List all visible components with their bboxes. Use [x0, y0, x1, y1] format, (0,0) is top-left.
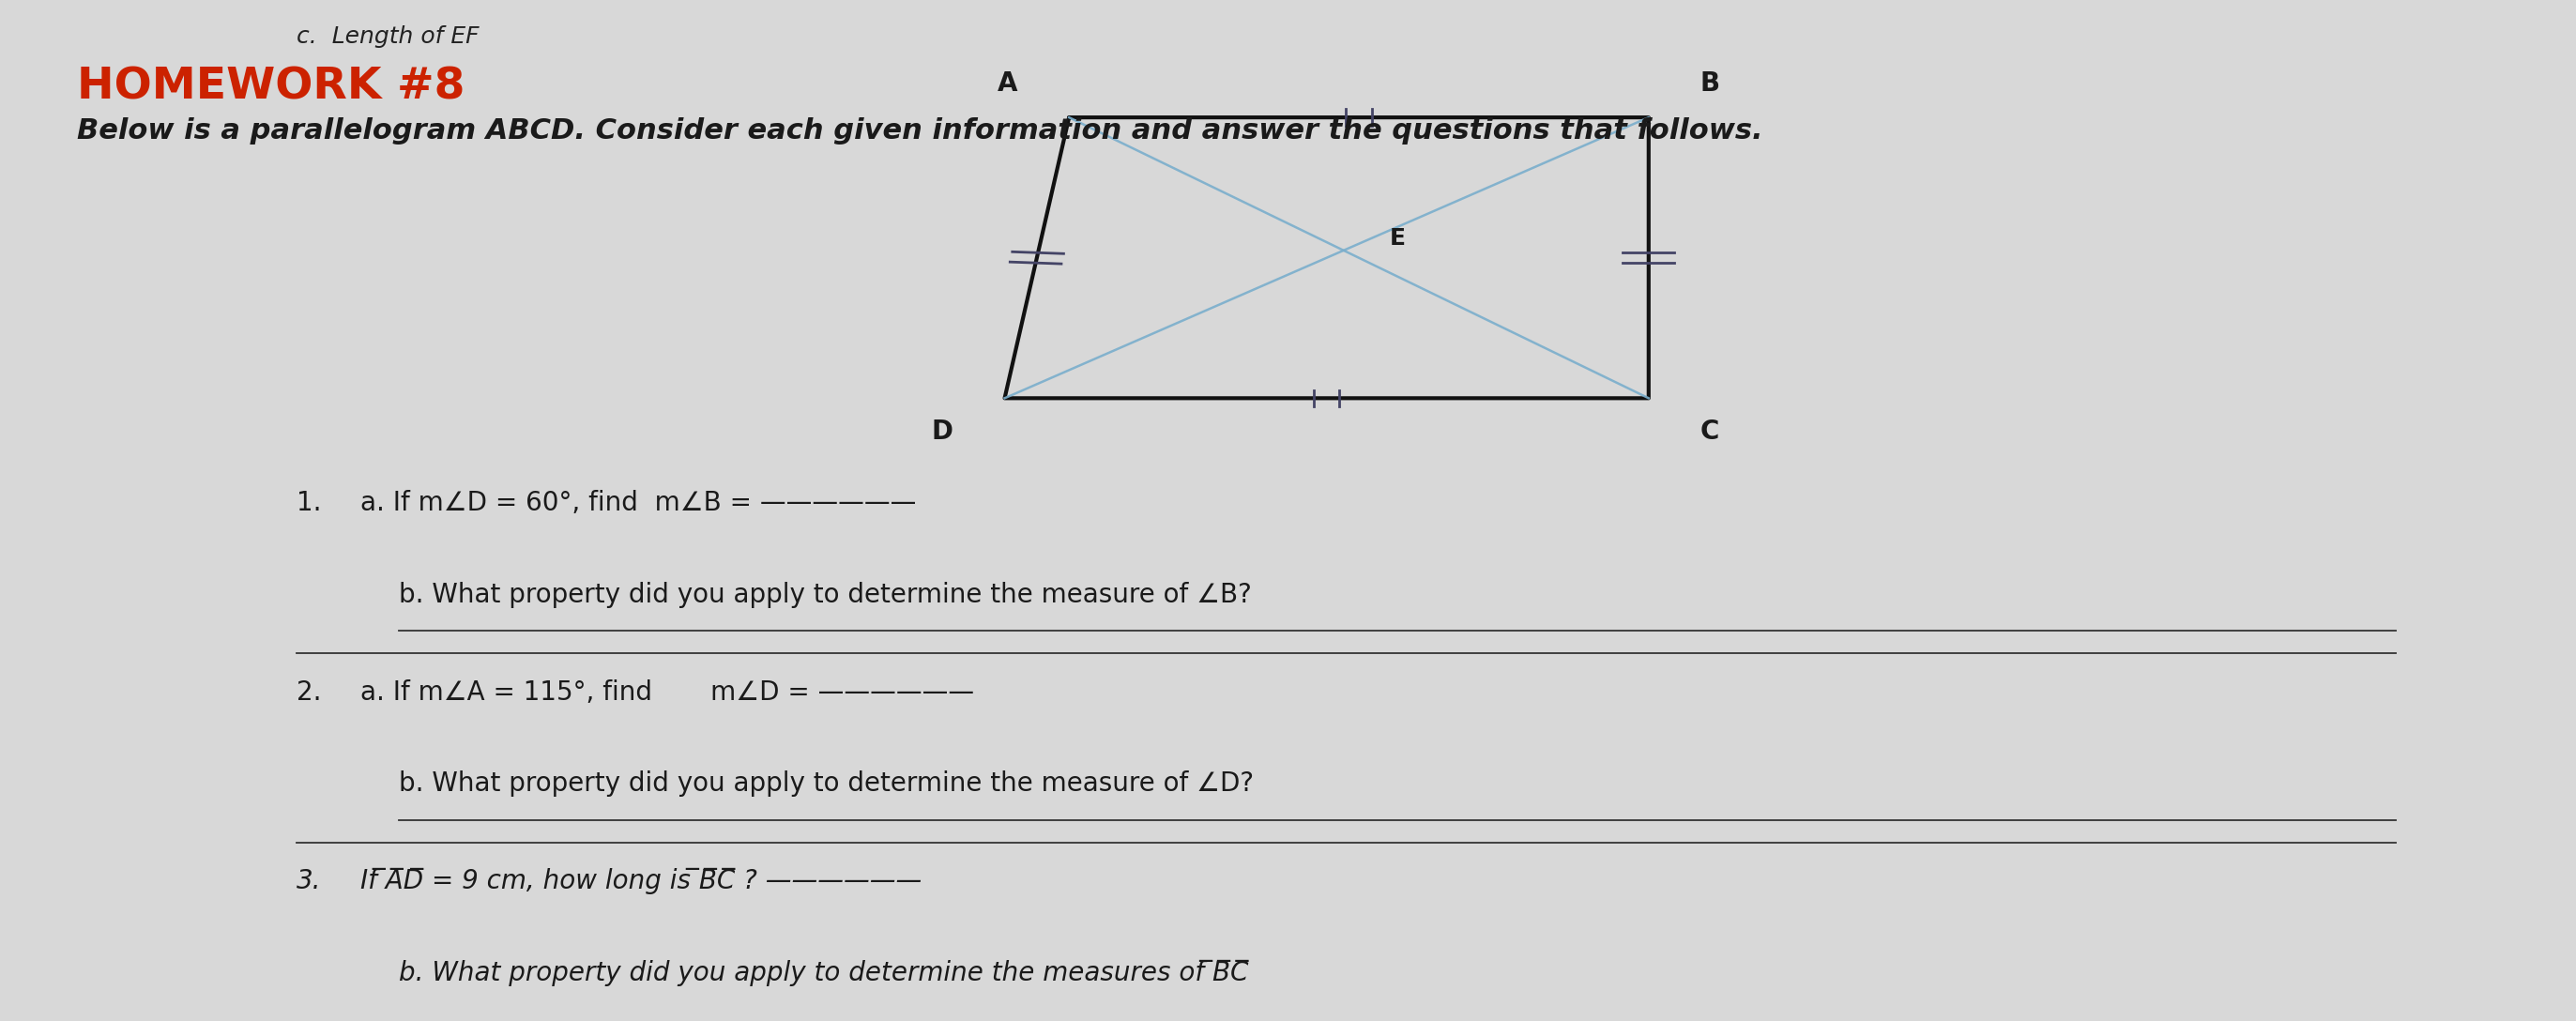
Text: HOMEWORK #8: HOMEWORK #8: [77, 66, 466, 108]
Text: a. If m∠A = 115°, find       m∠D = ——————: a. If m∠A = 115°, find m∠D = ——————: [361, 679, 974, 706]
Text: D: D: [933, 419, 953, 445]
Text: B: B: [1700, 70, 1721, 97]
Text: b. What property did you apply to determine the measure of ∠D?: b. What property did you apply to determ…: [399, 771, 1255, 797]
Text: c.  Length of EF: c. Length of EF: [296, 26, 479, 48]
Text: 2.: 2.: [296, 679, 322, 706]
Text: a. If m∠D = 60°, find  m∠B = ——————: a. If m∠D = 60°, find m∠B = ——————: [361, 490, 917, 517]
Text: A: A: [997, 70, 1018, 97]
Text: b. What property did you apply to determine the measures of ̅B̅C̅: b. What property did you apply to determ…: [399, 960, 1249, 986]
Text: 3.: 3.: [296, 868, 322, 894]
Text: E: E: [1391, 227, 1406, 249]
Text: 1.: 1.: [296, 490, 322, 517]
Text: b. What property did you apply to determine the measure of ∠B?: b. What property did you apply to determ…: [399, 582, 1252, 609]
Text: Below is a parallelogram ABCD. Consider each given information and answer the qu: Below is a parallelogram ABCD. Consider …: [77, 117, 1765, 145]
Text: C: C: [1700, 419, 1718, 445]
Text: If ̅A̅D̅ = 9 cm, how long is ̅B̅C̅ ? ——————: If ̅A̅D̅ = 9 cm, how long is ̅B̅C̅ ? ———…: [361, 868, 922, 894]
